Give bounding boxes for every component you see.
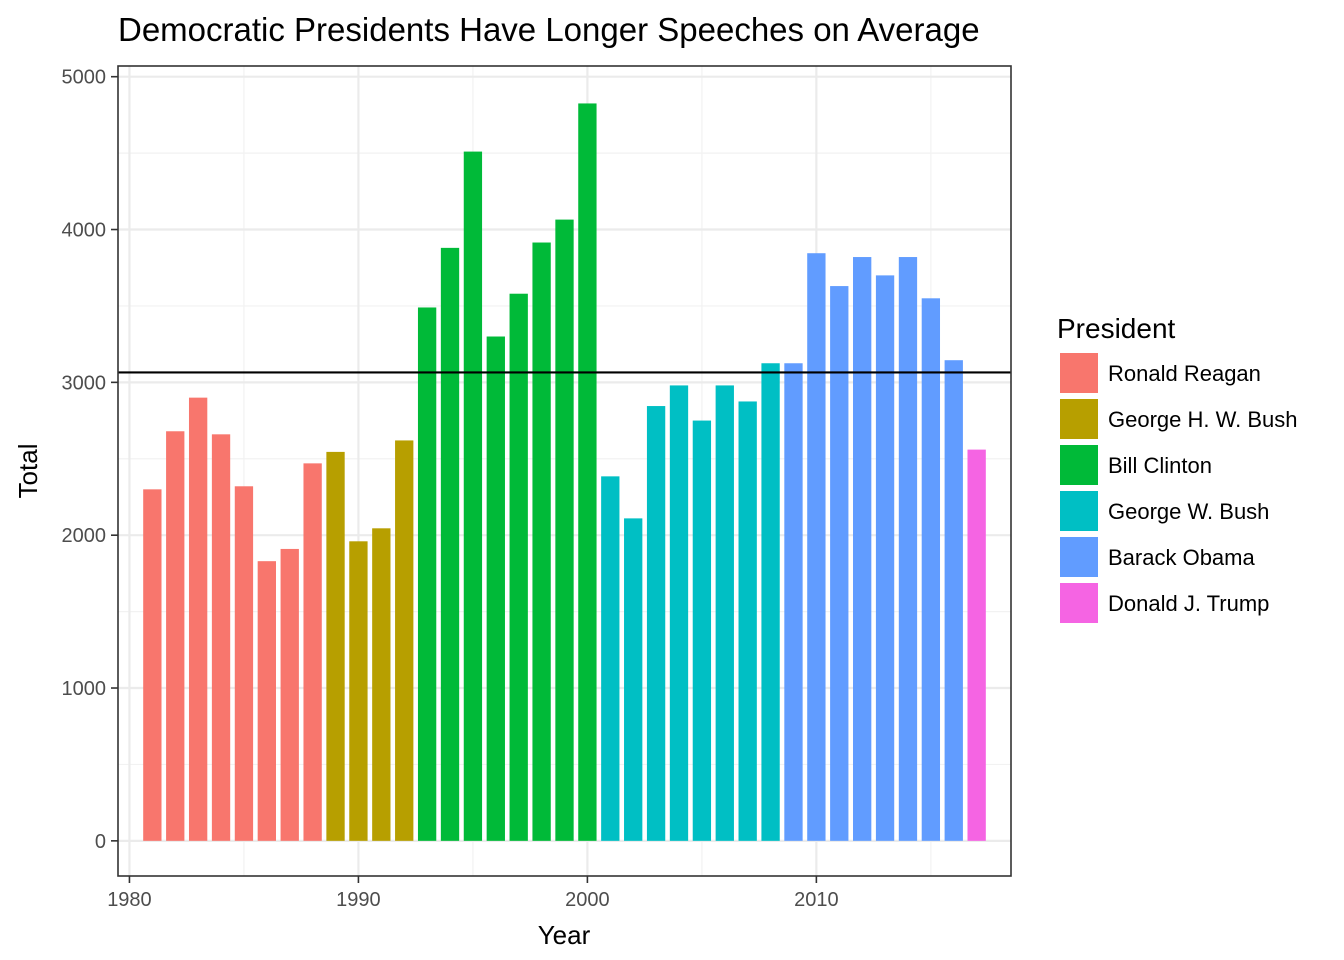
x-tick-label: 1990 xyxy=(336,889,381,911)
y-tick-label: 2000 xyxy=(62,525,107,547)
legend-label: Donald J. Trump xyxy=(1108,591,1269,616)
legend-label: Bill Clinton xyxy=(1108,453,1212,478)
bar xyxy=(257,561,276,841)
y-tick-label: 1000 xyxy=(62,678,107,700)
x-tick-label: 2000 xyxy=(565,889,610,911)
bar xyxy=(921,298,941,841)
bar xyxy=(349,541,368,841)
bar xyxy=(532,242,551,841)
bar xyxy=(601,476,620,841)
bar xyxy=(944,360,963,841)
bar xyxy=(624,518,643,841)
bar xyxy=(166,431,185,841)
y-tick-label: 3000 xyxy=(62,372,107,394)
legend-key xyxy=(1060,399,1098,439)
bar xyxy=(715,385,734,841)
bar xyxy=(784,363,803,841)
bar xyxy=(188,397,208,841)
bar xyxy=(669,385,689,841)
x-axis: 1980 1990 2000 2010 xyxy=(107,876,839,911)
legend-label: George W. Bush xyxy=(1108,499,1269,524)
legend-label: George H. W. Bush xyxy=(1108,407,1298,432)
bar xyxy=(463,151,483,841)
bar xyxy=(395,440,414,841)
legend-key xyxy=(1060,445,1098,485)
y-tick-label: 4000 xyxy=(62,220,107,242)
bar xyxy=(738,401,757,841)
legend-label: Barack Obama xyxy=(1108,545,1255,570)
legend-key xyxy=(1060,491,1098,531)
bar xyxy=(372,528,391,841)
bar xyxy=(440,247,460,841)
bar xyxy=(898,257,918,841)
y-axis: 0 1000 2000 3000 4000 5000 xyxy=(62,67,118,853)
bar xyxy=(486,336,505,841)
legend-key xyxy=(1060,353,1098,393)
bar xyxy=(807,253,826,841)
bar xyxy=(417,307,437,841)
bar xyxy=(967,449,986,841)
bar xyxy=(143,489,162,841)
panel-border xyxy=(117,65,1012,877)
plot-panel xyxy=(117,65,1012,877)
y-tick-label: 0 xyxy=(95,831,106,853)
bar xyxy=(509,293,528,841)
chart-title: Democratic Presidents Have Longer Speech… xyxy=(118,11,980,48)
bar xyxy=(692,420,712,841)
bar xyxy=(646,406,666,841)
bar xyxy=(326,451,345,841)
x-tick-label: 1980 xyxy=(107,889,152,911)
x-axis-title: Year xyxy=(538,920,591,950)
legend-title: President xyxy=(1057,313,1176,344)
x-tick-label: 2010 xyxy=(794,889,839,911)
bar xyxy=(211,434,231,841)
bar xyxy=(578,103,597,841)
bar xyxy=(280,548,299,841)
legend-key xyxy=(1060,583,1098,623)
y-tick-label: 5000 xyxy=(62,67,107,89)
bar xyxy=(555,219,574,841)
bar xyxy=(875,275,895,841)
y-axis-title: Total xyxy=(13,444,43,499)
bar xyxy=(303,463,322,841)
bar xyxy=(830,286,849,841)
bar xyxy=(761,363,780,841)
bar xyxy=(853,257,872,841)
legend: President Ronald Reagan George H. W. Bush… xyxy=(1057,313,1298,623)
legend-key xyxy=(1060,537,1098,577)
bar xyxy=(234,486,254,841)
legend-label: Ronald Reagan xyxy=(1108,361,1261,386)
